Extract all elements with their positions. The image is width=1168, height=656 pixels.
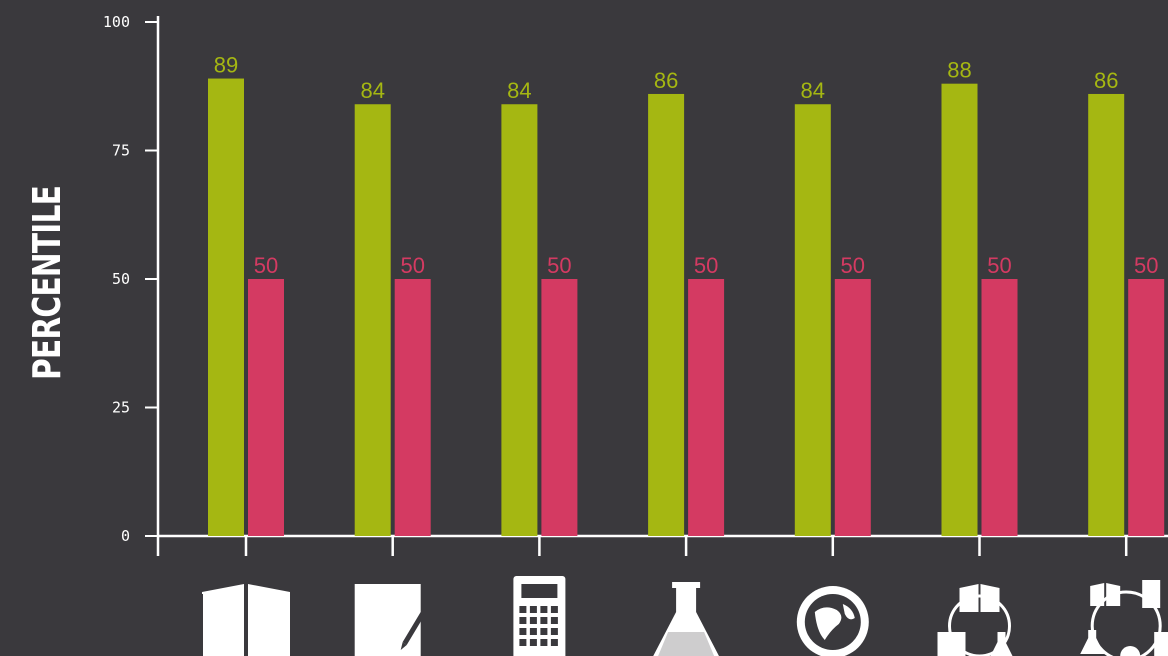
bar-value-label: 50 [254,253,278,278]
y-tick-label: 50 [112,270,130,288]
category-icons [200,576,1168,656]
bar [208,78,244,536]
bar [1128,279,1165,536]
bar-group-reading-writing: 88 50 [941,58,1018,537]
flask-icon [653,582,719,656]
bar [394,279,431,536]
bar-value-label: 86 [1094,68,1118,93]
bar-value-label: 88 [947,58,971,83]
bar [794,104,831,537]
bar [1088,93,1125,537]
bar-group-writing: 84 50 [354,78,431,537]
bar-value-label: 50 [547,253,571,278]
all-subjects-cycle-icon [1080,580,1168,656]
bar-value-label: 50 [987,253,1011,278]
bar [501,104,538,537]
bar-value-label: 50 [694,253,718,278]
bar [648,93,685,537]
bar-value-label: 86 [654,68,678,93]
calculator-icon [513,576,566,656]
y-axis-title-group: PERCENTILE [25,186,70,380]
bar-group-social-studies: 84 50 [794,78,871,537]
paper-pencil-icon [354,584,425,656]
y-tick-label: 100 [103,13,130,31]
bar-value-label: 50 [400,253,424,278]
bar [354,104,391,537]
y-tick-label: 25 [112,399,130,417]
bar-value-label: 50 [1134,253,1158,278]
globe-icon [796,586,869,656]
bar [834,279,871,536]
y-axis-title: PERCENTILE [25,186,70,380]
bar-group-reading: 89 50 [208,53,284,536]
bars: 89 50 84 50 84 50 86 50 84 50 88 50 86 50 [208,53,1165,537]
bar-value-label: 84 [360,78,384,103]
bar [541,279,578,536]
bar-value-label: 84 [801,78,825,103]
bar-group-composite: 86 50 [1088,68,1165,537]
bar [941,83,978,537]
bar-value-label: 84 [507,78,531,103]
bar-group-science: 86 50 [648,68,725,537]
bar-value-label: 89 [214,53,238,78]
bar [248,279,284,536]
bar-value-label: 50 [841,253,865,278]
bar [688,279,725,536]
bar-group-math: 84 50 [501,78,578,537]
y-tick-label: 0 [121,527,130,545]
reading-writing-cycle-icon [937,584,1013,656]
bar [981,279,1018,536]
y-tick-label: 75 [112,142,130,160]
open-book-icon [200,584,290,656]
